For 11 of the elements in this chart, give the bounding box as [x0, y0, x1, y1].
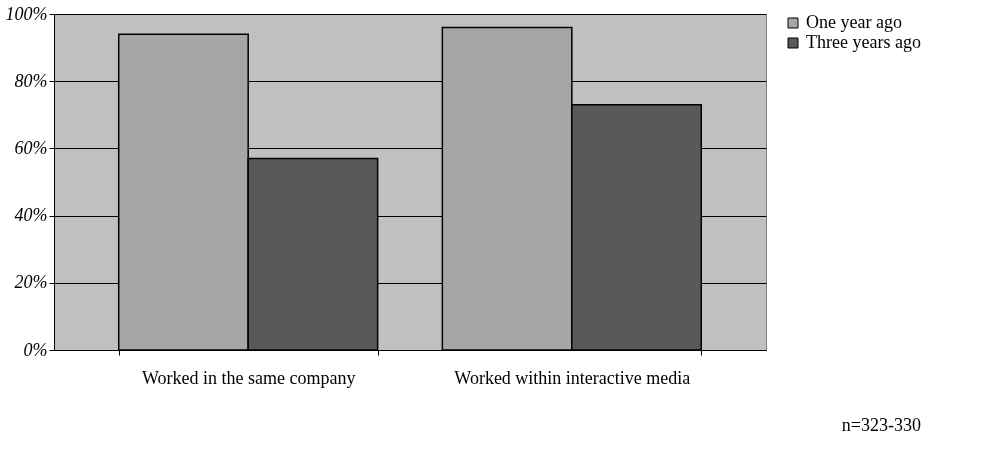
y-tick-label: 40%	[14, 205, 48, 226]
x-tick-label: Worked in the same company	[141, 367, 356, 388]
y-tick-label: 20%	[14, 272, 48, 293]
legend-label: Three years ago	[806, 32, 921, 52]
y-tick-label: 80%	[14, 70, 48, 91]
text: n=323-330	[841, 415, 921, 435]
y-tick-label: 60%	[14, 137, 48, 158]
legend-label: One year ago	[806, 12, 902, 32]
x-tick-label: Worked within interactive media	[454, 367, 691, 388]
y-tick-label: 0%	[23, 339, 48, 360]
y-tick-label: 100%	[5, 3, 48, 24]
